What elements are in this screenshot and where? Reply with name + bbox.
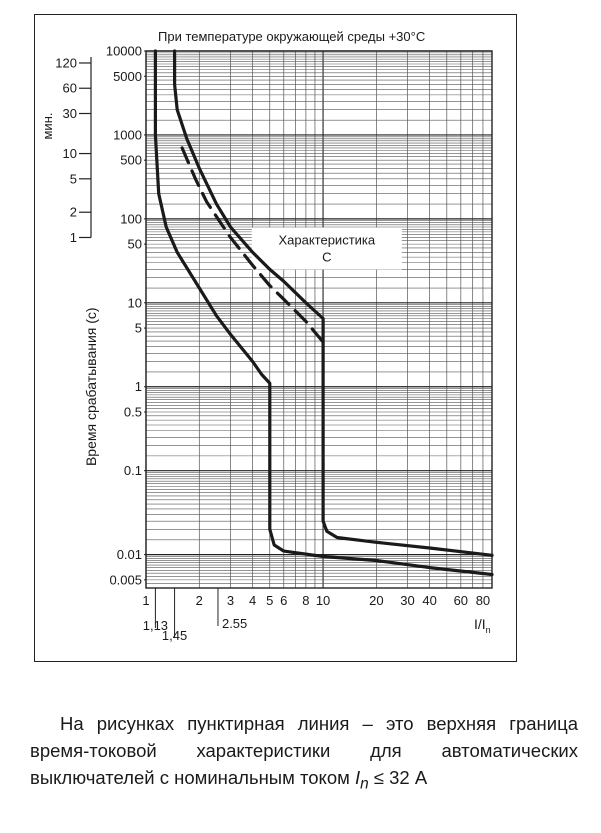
x-tick-label: 6 <box>280 593 287 608</box>
minutes-tick-label: 120 <box>55 55 77 70</box>
x-axis-label: I/In <box>474 616 491 635</box>
annotation-line-1: Характеристика <box>278 232 375 247</box>
y-tick-label: 0.1 <box>124 463 142 478</box>
annotation-background <box>251 227 402 270</box>
title-background <box>150 24 488 46</box>
annotation-line-2: C <box>322 249 331 264</box>
x-tick-label: 3 <box>227 593 234 608</box>
y-tick-label: 10000 <box>106 44 142 59</box>
minutes-label: мин. <box>40 113 55 140</box>
caption-text: На рисунках пунктирная линия – это верхн… <box>30 713 578 788</box>
y-tick-label: 5 <box>135 321 142 336</box>
trip-curve-chart: При температуре окружающей среды +30°C10… <box>40 24 494 643</box>
x-tick-label: 10 <box>316 593 330 608</box>
x-axis-label-sub: n <box>486 625 491 635</box>
y-tick-label: 1000 <box>113 127 142 142</box>
x-tick-label: 5 <box>266 593 273 608</box>
minutes-tick-label: 5 <box>70 171 77 186</box>
y-tick-label: 50 <box>128 237 142 252</box>
y-tick-label: 0.01 <box>117 547 142 562</box>
minutes-tick-label: 10 <box>63 146 77 161</box>
trip-curve-2 <box>173 49 494 557</box>
rated-current-symbol: In <box>354 767 369 793</box>
y-axis-label: Время срабатывания (с) <box>83 307 99 466</box>
x-extra-tick-label: 2.55 <box>222 616 247 631</box>
y-tick-label: 5000 <box>113 69 142 84</box>
x-tick-label: 60 <box>454 593 468 608</box>
x-tick-label: 20 <box>369 593 383 608</box>
chart-frame: При температуре окружающей среды +30°C 10… <box>34 14 517 662</box>
minutes-tick-label: 60 <box>63 81 77 96</box>
caption: На рисунках пунктирная линия – это верхн… <box>30 710 578 798</box>
y-tick-label: 10 <box>128 295 142 310</box>
minutes-tick-label: 1 <box>70 230 77 245</box>
y-tick-label: 1 <box>135 379 142 394</box>
minutes-tick-label: 30 <box>63 106 77 121</box>
upper-bound-dashed-curve <box>180 146 325 344</box>
minutes-tick-label: 2 <box>70 205 77 220</box>
chart-title: При температуре окружающей среды +30°C <box>158 29 425 44</box>
y-tick-label: 0.5 <box>124 404 142 419</box>
plot-border <box>145 50 493 589</box>
x-extra-tick-label: 1,13 <box>143 618 168 633</box>
y-tick-label: 100 <box>120 211 142 226</box>
x-extra-tick-label: 1,45 <box>162 628 187 643</box>
x-tick-label: 80 <box>476 593 490 608</box>
x-tick-label: 8 <box>302 593 309 608</box>
x-tick-label: 4 <box>249 593 256 608</box>
y-tick-label: 0.005 <box>109 572 142 587</box>
trip-curve-1 <box>153 49 494 577</box>
x-tick-label: 40 <box>422 593 436 608</box>
x-tick-label: 1 <box>142 593 149 608</box>
y-tick-label: 500 <box>120 153 142 168</box>
rated-current-condition: ≤ 32 А <box>368 767 428 788</box>
x-tick-label: 2 <box>196 593 203 608</box>
x-tick-label: 30 <box>400 593 414 608</box>
